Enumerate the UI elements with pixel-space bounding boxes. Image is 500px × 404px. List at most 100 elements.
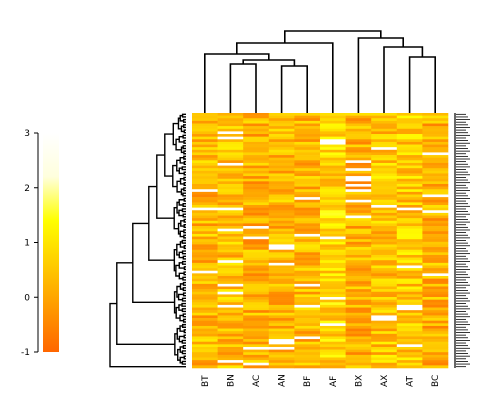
heatmap-cell — [217, 354, 244, 358]
heatmap-cell — [268, 139, 295, 143]
heatmap-cell — [345, 215, 372, 219]
heatmap-cell — [243, 120, 270, 124]
heatmap-cell — [268, 297, 295, 300]
heatmap-cell — [422, 131, 449, 135]
heatmap-cell — [243, 304, 270, 308]
heatmap-cell — [345, 131, 372, 135]
heatmap-cell — [396, 168, 423, 172]
heatmap-cell — [396, 365, 423, 369]
heatmap-cell — [371, 257, 398, 261]
heatmap-cell — [396, 262, 423, 266]
heatmap-cell — [294, 325, 321, 329]
heatmap-cell — [243, 189, 270, 193]
heatmap-cell — [192, 336, 218, 340]
heatmap-cell — [268, 160, 295, 164]
heatmap-cell — [371, 281, 398, 285]
heatmap-cell — [371, 354, 398, 358]
heatmap-cell — [422, 123, 449, 127]
heatmap-cell — [243, 331, 270, 335]
heatmap-cell — [345, 328, 372, 332]
heatmap-cell — [422, 191, 449, 195]
heatmap-cell — [192, 268, 218, 272]
heatmap-cell — [320, 283, 346, 287]
heatmap-cell — [217, 328, 244, 332]
heatmap-cell — [371, 220, 398, 224]
heatmap-cell — [345, 226, 372, 229]
heatmap-cell — [217, 362, 244, 366]
heatmap-cell — [345, 115, 372, 119]
row-dendrogram-link — [116, 262, 175, 346]
heatmap-cell — [320, 289, 346, 293]
heatmap-cell — [396, 205, 423, 208]
column-label: AC — [252, 375, 262, 387]
heatmap-cell — [371, 247, 398, 250]
heatmap-cell — [320, 139, 346, 143]
heatmap-cell — [371, 152, 398, 156]
heatmap-cell — [422, 297, 449, 300]
heatmap-cell — [192, 331, 218, 335]
heatmap-cell — [294, 170, 321, 174]
heatmap-cell — [268, 173, 295, 177]
heatmap-cell — [320, 165, 346, 169]
heatmap-cell — [217, 160, 244, 164]
heatmap-cell — [243, 218, 270, 222]
heatmap-cell — [422, 170, 449, 174]
heatmap-cell — [345, 307, 372, 311]
heatmap-cell — [396, 252, 423, 256]
heatmap-cell — [320, 162, 346, 166]
heatmap-cell — [371, 189, 398, 193]
heatmap-cell — [217, 215, 244, 219]
color-key-bar — [43, 133, 59, 352]
heatmap-cell — [294, 283, 321, 287]
row-dendrogram-link — [183, 224, 186, 229]
heatmap-cell — [345, 228, 372, 232]
heatmap-cell — [294, 191, 321, 195]
heatmap-cell — [422, 352, 449, 356]
heatmap-cell — [192, 281, 218, 285]
heatmap-cell — [268, 365, 295, 369]
heatmap-cell — [422, 152, 449, 156]
heatmap-cell — [192, 239, 218, 243]
heatmap-cell — [243, 241, 270, 245]
heatmap-cell — [320, 233, 346, 237]
heatmap-cell — [243, 270, 270, 274]
heatmap-cell — [217, 115, 244, 119]
heatmap-cell — [294, 183, 321, 187]
heatmap-cell — [371, 365, 398, 369]
heatmap-cell — [268, 126, 295, 130]
row-dendrogram-link — [178, 167, 185, 175]
heatmap-cell — [345, 318, 372, 321]
heatmap-cell — [320, 331, 346, 335]
heatmap-cell — [371, 157, 398, 161]
heatmap-cell — [320, 215, 346, 219]
heatmap-cell — [192, 202, 218, 206]
heatmap-cell — [294, 147, 321, 151]
heatmap-cell — [320, 118, 346, 122]
heatmap-cell — [371, 205, 398, 208]
heatmap-cell — [294, 115, 321, 119]
heatmap-cell — [371, 202, 398, 206]
heatmap-cell — [345, 254, 372, 258]
heatmap-cell — [192, 115, 218, 119]
row-dendrogram-link — [182, 134, 186, 139]
heatmap-cell — [422, 357, 449, 361]
row-dendrogram-link — [183, 160, 186, 165]
heatmap-cell — [422, 289, 449, 293]
heatmap-cell — [217, 181, 244, 185]
heatmap-cell — [345, 176, 372, 180]
heatmap-cell — [294, 270, 321, 274]
heatmap-cell — [268, 147, 295, 151]
heatmap-cell — [268, 323, 295, 327]
heatmap-cell — [217, 339, 244, 343]
column-dendrogram-link — [408, 56, 436, 113]
heatmap-cell — [192, 144, 218, 148]
heatmap-cell — [396, 202, 423, 206]
heatmap-cell — [422, 218, 449, 222]
heatmap-cell — [396, 123, 423, 127]
heatmap-cell — [371, 299, 398, 303]
heatmap-cell — [320, 304, 346, 308]
heatmap-cell — [422, 325, 449, 329]
heatmap-cell — [396, 149, 423, 153]
heatmap-cell — [217, 178, 244, 182]
heatmap-cell — [294, 362, 321, 366]
